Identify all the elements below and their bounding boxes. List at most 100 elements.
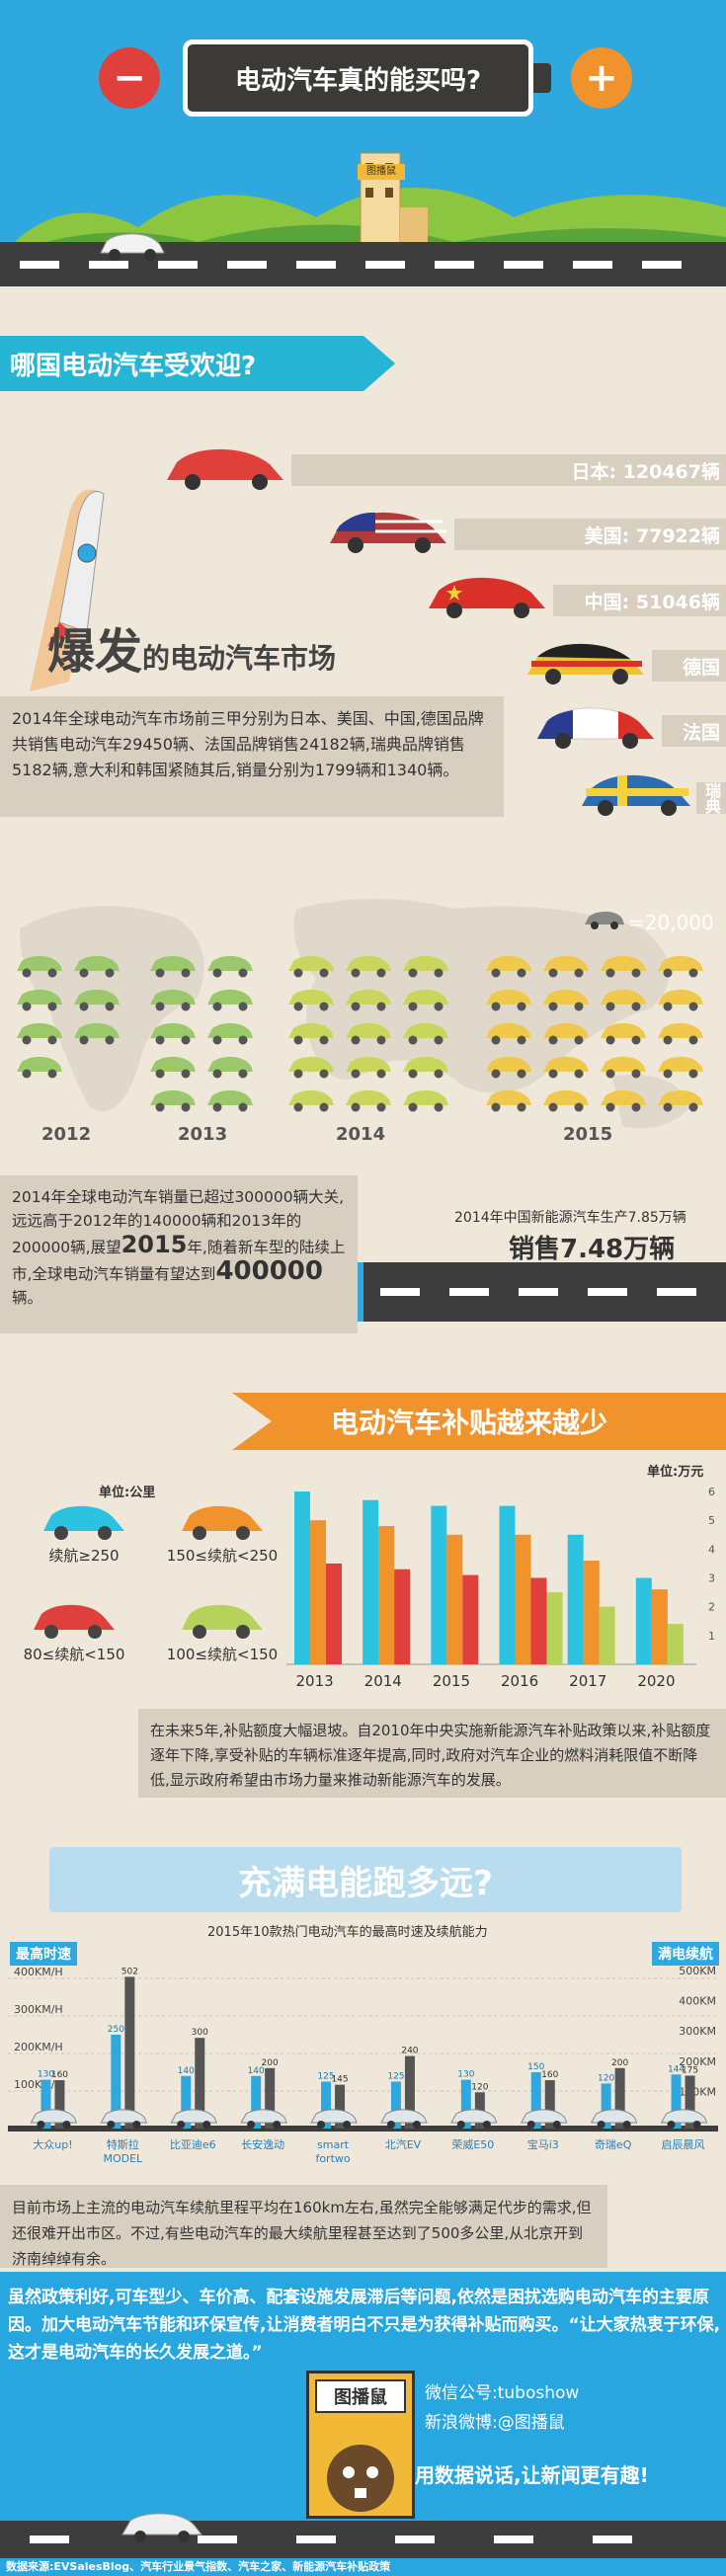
legend-car-icon: [182, 1505, 263, 1540]
speed-value: 140: [178, 2066, 195, 2076]
footer-car-icon: [121, 2513, 203, 2542]
model-name: 特斯拉: [107, 2137, 139, 2151]
road-2: [361, 1262, 726, 1322]
speed-bar: [111, 2035, 121, 2129]
market-paragraph: 2014年全球电动汽车市场前三甲分别为日本、美国、中国,德国品牌共销售电动汽车2…: [0, 696, 504, 817]
year-2015: 2015: [563, 1124, 613, 1145]
japan-label: 日本: 120467辆: [291, 454, 726, 486]
sales-car-unit: [601, 1089, 646, 1112]
data-source: 数据来源:EVSalesBlog、汽车行业景气指数、汽车之家、新能源汽车补贴政策: [6, 2560, 391, 2573]
right-axis-label: 满电续航: [652, 1942, 719, 1966]
legend-car-icon: [182, 1604, 263, 1639]
y-tick-label: 4: [708, 1543, 715, 1556]
model-car-icon: [170, 2109, 217, 2129]
building-sign: 图播鼠: [358, 164, 405, 180]
range-bar: [335, 2084, 346, 2129]
subsidy-bar: [635, 1577, 652, 1664]
usa-car-icon: [330, 512, 446, 553]
sales-car-unit: [543, 1089, 589, 1112]
right-tick-label: 500KM: [679, 1966, 716, 1977]
range-value: 120: [471, 2082, 488, 2092]
range-bar: [265, 2067, 276, 2129]
model-car-icon: [310, 2109, 358, 2129]
sales-car-unit: [288, 1089, 334, 1112]
legend-label: 续航≥250: [48, 1547, 120, 1565]
china-sales: 销售7.48万辆: [509, 1235, 676, 1264]
sales-car-unit: [658, 989, 703, 1011]
left-tick-label: 400KM/H: [14, 1966, 63, 1978]
market-title-rest: 的电动汽车市场: [142, 642, 337, 675]
x-tick-label: 2014: [364, 1672, 402, 1690]
right-tick-label: 400KM: [679, 1995, 716, 2008]
range-value: 175: [682, 2065, 698, 2075]
sales-car-unit: [658, 1056, 703, 1079]
legend-label: 80≤续航<150: [23, 1646, 125, 1663]
range-value: 145: [331, 2075, 348, 2085]
germany-label: 德国: [652, 650, 726, 682]
mouse-mascot-icon: [327, 2445, 394, 2512]
section4-heading: 充满电能跑多远?: [49, 1847, 682, 1912]
germany-car-icon: [527, 643, 644, 684]
speed-bar: [601, 2083, 611, 2129]
y-tick-label: 5: [708, 1514, 715, 1527]
legend-car-icon: [34, 1604, 115, 1639]
sales-car-unit: [543, 955, 589, 978]
sales-car-unit: [346, 1089, 391, 1112]
model-car-icon: [590, 2109, 638, 2129]
france-car-icon: [536, 707, 656, 749]
sales-car-unit: [74, 989, 120, 1011]
range-bar: [195, 2038, 205, 2129]
speed-bar: [390, 2081, 401, 2129]
model-car-icon: [100, 2109, 148, 2129]
range-value: 502: [121, 1967, 138, 1976]
range-bar: [404, 2055, 415, 2129]
sales-text-3: 辆。: [12, 1289, 43, 1307]
sales-car-unit: [150, 955, 196, 978]
right-tick-label: 100KM: [679, 2085, 716, 2098]
sweden-label-text: 瑞典: [702, 782, 721, 814]
model-car-icon: [240, 2109, 287, 2129]
legend-value: =20,000: [628, 911, 714, 934]
left-tick-label: 200KM/H: [14, 2041, 63, 2053]
speed-bar: [251, 2075, 262, 2129]
plus-icon: +: [571, 47, 632, 109]
usa-label: 美国: 77922辆: [454, 519, 726, 550]
unit-right: 单位:万元: [647, 1464, 703, 1480]
sales-car-unit: [17, 989, 62, 1011]
model-name: S: [120, 2166, 126, 2168]
section4-heading-text: 充满电能跑多远?: [238, 1863, 493, 1903]
subsidy-bar: [651, 1589, 668, 1664]
rocket-icon: [30, 489, 105, 691]
speed-bar: [460, 2079, 471, 2129]
speed-bar: [671, 2074, 682, 2129]
brand-name: 图播鼠: [315, 2379, 406, 2413]
model-name: 北汽EV: [385, 2137, 422, 2151]
subsidy-chart: 单位:万元 6 5 4 3 2 1 2013 2014 2015 2016 2017 2020: [286, 1464, 715, 1690]
range-subtitle: 2015年10款热门电动汽车的最高时速及续航能力: [207, 1925, 488, 1940]
range-chart: 400KM/H300KM/H200KM/H100KM/H500KM400KM30…: [8, 1966, 718, 2168]
sales-car-unit: [288, 989, 334, 1011]
sales-car-unit: [288, 955, 334, 978]
sales-car-unit: [207, 955, 253, 978]
sales-car-grid: [17, 955, 703, 1112]
subsidy-legend-item: 80≤续航<150: [10, 1600, 138, 1664]
x-tick-label: 2020: [637, 1672, 675, 1690]
sales-car-unit: [346, 955, 391, 978]
sales-car-unit: [288, 1022, 334, 1045]
subsidy-bar: [583, 1561, 600, 1664]
sales-car-unit: [486, 1056, 531, 1079]
range-bar: [614, 2067, 625, 2129]
minus-icon: −: [99, 47, 160, 109]
sales-car-unit: [346, 1056, 391, 1079]
year-2013: 2013: [178, 1124, 228, 1145]
subsidy-bar: [431, 1505, 447, 1664]
sales-car-unit: [207, 1056, 253, 1079]
subsidy-bar: [394, 1569, 411, 1664]
sales-car-unit: [658, 1022, 703, 1045]
weibo-account: 新浪微博:@图播鼠: [425, 2413, 565, 2433]
sales-car-unit: [403, 1022, 448, 1045]
sales-car-unit: [403, 955, 448, 978]
model-car-icon: [450, 2109, 498, 2129]
x-tick-label: 2013: [295, 1672, 333, 1690]
model-name: 长安逸动: [241, 2137, 284, 2151]
